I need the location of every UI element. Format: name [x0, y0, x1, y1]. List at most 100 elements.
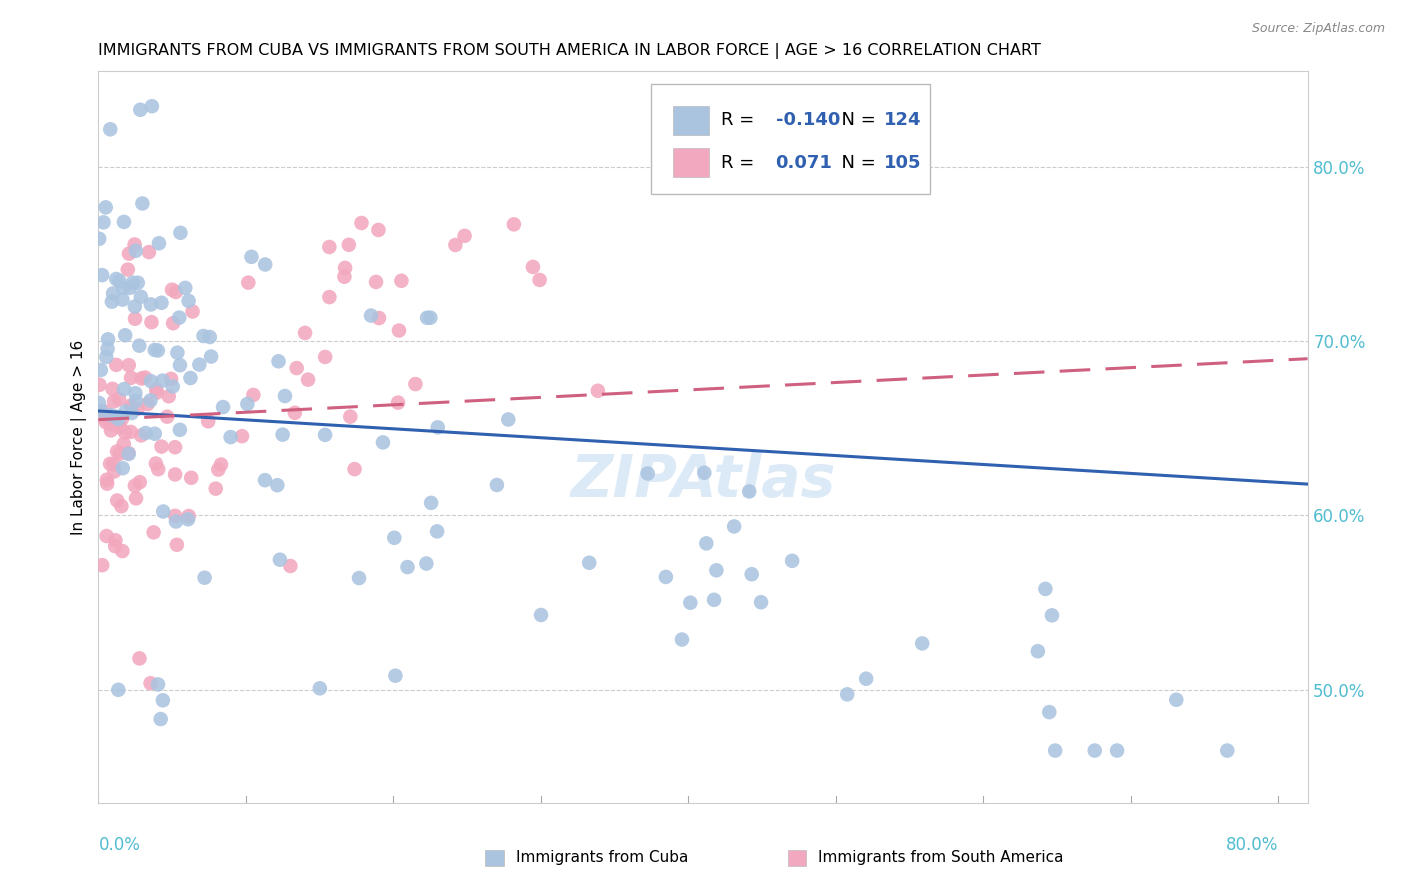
Point: [97, 332, 120, 346]
Point: [396, 560, 419, 574]
Point: [333, 269, 356, 284]
Point: [101, 294, 124, 309]
Point: [129, 290, 152, 304]
Point: [94, 415, 117, 429]
Point: [87, 396, 110, 410]
Point: [416, 310, 439, 325]
Point: [152, 504, 174, 518]
Point: [174, 281, 197, 295]
Point: [367, 223, 389, 237]
Text: R =: R =: [721, 112, 761, 129]
Point: [343, 462, 366, 476]
Point: [124, 237, 146, 252]
Point: [426, 420, 449, 434]
Point: [169, 423, 191, 437]
Point: [104, 533, 127, 548]
Point: [285, 361, 308, 376]
Point: [1166, 693, 1188, 707]
Point: [420, 496, 443, 510]
Text: ZIPAtlas: ZIPAtlas: [571, 452, 835, 509]
Point: [723, 519, 745, 533]
Point: [110, 420, 132, 434]
Point: [364, 275, 387, 289]
Point: [162, 316, 184, 330]
Text: Source: ZipAtlas.com: Source: ZipAtlas.com: [1251, 22, 1385, 36]
Point: [131, 371, 153, 385]
Point: [165, 515, 187, 529]
Point: [124, 478, 146, 492]
Point: [671, 632, 693, 647]
Text: 0.071: 0.071: [776, 153, 832, 172]
Point: [166, 345, 188, 359]
FancyBboxPatch shape: [651, 84, 931, 194]
Point: [253, 473, 276, 487]
Point: [655, 570, 678, 584]
Point: [337, 237, 360, 252]
Point: [318, 290, 340, 304]
Point: [107, 419, 129, 434]
Point: [120, 425, 142, 439]
Point: [578, 556, 600, 570]
Point: [148, 462, 170, 476]
Y-axis label: In Labor Force | Age > 16: In Labor Force | Age > 16: [72, 340, 87, 534]
Point: [93, 411, 115, 425]
Point: [141, 99, 163, 113]
Text: N =: N =: [830, 112, 882, 129]
Point: [254, 258, 277, 272]
Point: [741, 567, 763, 582]
Point: [1038, 705, 1060, 719]
FancyBboxPatch shape: [485, 849, 503, 866]
Point: [280, 559, 302, 574]
Point: [382, 531, 405, 545]
Point: [706, 563, 728, 577]
Point: [143, 426, 166, 441]
Point: [105, 272, 128, 286]
Point: [231, 429, 253, 443]
Point: [150, 440, 173, 454]
Point: [177, 509, 200, 524]
Point: [1026, 644, 1049, 658]
Point: [138, 245, 160, 260]
Point: [91, 558, 114, 573]
Point: [111, 411, 134, 425]
Point: [136, 397, 159, 411]
Point: [139, 393, 162, 408]
Point: [108, 447, 131, 461]
Point: [780, 554, 803, 568]
Point: [105, 493, 128, 508]
Point: [162, 379, 184, 393]
Point: [165, 467, 187, 482]
Point: [181, 304, 204, 318]
Point: [156, 409, 179, 424]
Point: [415, 557, 437, 571]
Point: [98, 457, 121, 471]
Point: [93, 404, 115, 418]
Point: [266, 478, 288, 492]
Point: [388, 324, 411, 338]
Point: [101, 286, 124, 301]
Point: [163, 440, 186, 454]
Point: [485, 478, 508, 492]
Point: [103, 457, 125, 471]
Point: [166, 538, 188, 552]
Point: [679, 596, 702, 610]
FancyBboxPatch shape: [787, 849, 806, 866]
Point: [96, 350, 118, 364]
Point: [177, 512, 200, 526]
Point: [498, 412, 520, 426]
Point: [1043, 743, 1066, 757]
Point: [197, 414, 219, 428]
Text: N =: N =: [830, 153, 882, 172]
Point: [267, 354, 290, 368]
Point: [200, 350, 222, 364]
Point: [150, 295, 173, 310]
Point: [120, 399, 142, 413]
Point: [108, 274, 131, 288]
Point: [444, 238, 467, 252]
Point: [148, 236, 170, 251]
Point: [110, 499, 132, 513]
Point: [112, 281, 135, 295]
Point: [89, 232, 111, 246]
Point: [149, 712, 172, 726]
Point: [426, 524, 449, 539]
